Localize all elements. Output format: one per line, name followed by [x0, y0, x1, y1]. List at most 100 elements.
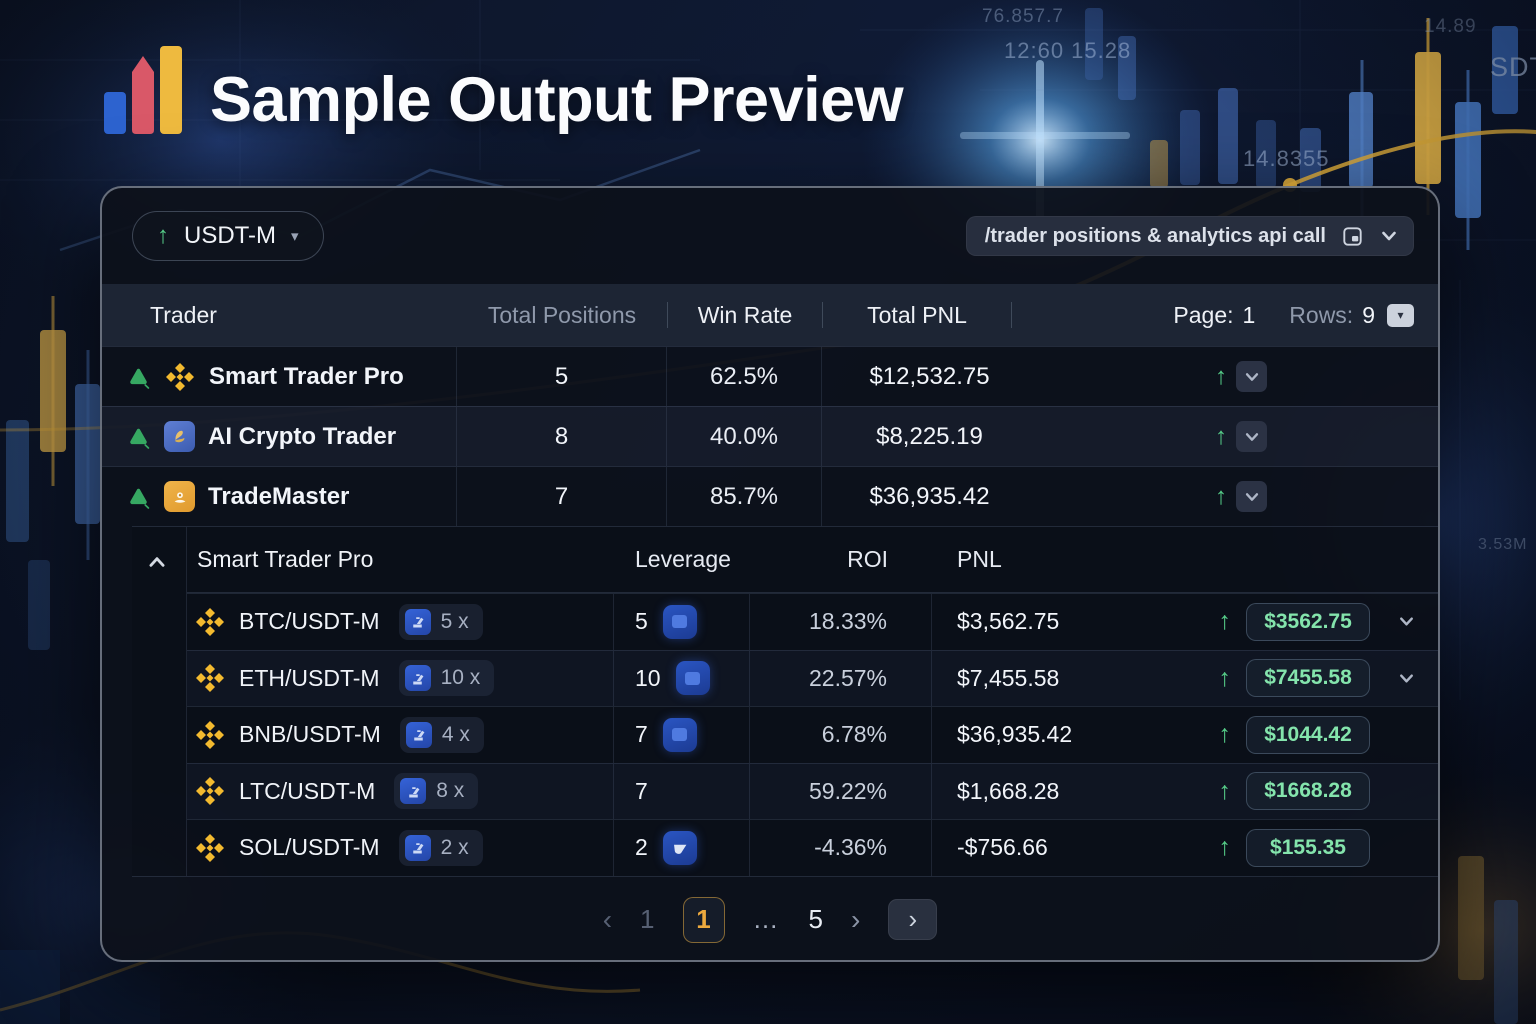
arrow-up-icon: ↑ [157, 222, 169, 249]
traders-table-header: Trader Total Positions Win Rate Total PN… [102, 284, 1438, 346]
pagination-last-page[interactable]: 5 [808, 904, 823, 934]
arrow-up-icon: ↑ [1215, 482, 1227, 510]
leverage-toggle-icon[interactable] [675, 661, 710, 696]
expand-position-button[interactable] [1394, 612, 1418, 631]
trader-row[interactable]: TradeMaster 7 85.7% $36,935.42 ↑ [102, 466, 1438, 526]
bar-chart-logo-icon [104, 46, 182, 134]
pnl-value: $3,562.75 [957, 608, 1060, 635]
pair-name: ETH/USDT-M [239, 664, 380, 691]
pagination-ellipsis: … [752, 904, 781, 934]
leverage-badge: 4 x [399, 716, 484, 753]
leverage-value: 5 [635, 608, 648, 635]
leverage-toggle-icon[interactable] [662, 717, 697, 752]
leverage-icon [404, 834, 431, 861]
expand-position-button[interactable] [1394, 669, 1418, 688]
chevron-down-icon [1243, 488, 1261, 506]
trader-row[interactable]: Smart Trader Pro 5 62.5% $12,532.75 ↑ [102, 346, 1438, 406]
chevron-up-icon [146, 551, 168, 573]
rows-per-page-dropdown[interactable]: ▾ [1387, 303, 1414, 327]
column-header-leverage: Leverage [635, 546, 731, 572]
position-row[interactable]: SOL/USDT-M 2 x 2 -4.36% -$ [187, 819, 1438, 876]
trend-up-icon [126, 364, 151, 389]
leverage-value: 10 [635, 664, 661, 691]
trader-name: AI Crypto Trader [208, 422, 397, 450]
pnl-badge: $3562.75 [1246, 602, 1370, 641]
roi-value: 59.22% [750, 763, 932, 819]
chevron-down-icon [1243, 368, 1261, 386]
pnl-value: -$756.66 [957, 834, 1048, 861]
expand-row-button[interactable] [1236, 361, 1267, 392]
pnl-value: $7,455.58 [957, 664, 1060, 691]
leverage-badge: 8 x [394, 773, 479, 810]
column-header-roi: ROI [847, 546, 888, 572]
pnl-badge: $1668.28 [1246, 772, 1370, 811]
collapse-button[interactable] [146, 551, 168, 578]
chevron-down-icon: ▾ [291, 227, 299, 245]
chevron-down-icon [1379, 226, 1399, 246]
rows-indicator: Rows: 9 [1289, 301, 1375, 328]
triangle-down-icon: ▾ [1397, 308, 1404, 322]
trader-avatar [164, 481, 195, 512]
leverage-badge: 2 x [398, 829, 483, 866]
market-selector-label: USDT-M [184, 222, 276, 249]
analytics-panel: ↑ USDT-M ▾ /trader positions & analytics… [100, 186, 1440, 962]
pnl-badge: $1044.42 [1246, 715, 1370, 754]
leverage-value: 7 [635, 777, 648, 804]
trader-avatar [164, 421, 195, 452]
arrow-up-icon: ↑ [1218, 720, 1232, 749]
arrow-up-icon: ↑ [1218, 663, 1232, 692]
leverage-toggle-icon[interactable] [662, 604, 697, 639]
total-positions-value: 5 [457, 347, 667, 406]
api-call-dropdown[interactable]: /trader positions & analytics api call [965, 216, 1414, 256]
total-pnl-value: $12,532.75 [869, 362, 990, 390]
pnl-badge: $155.35 [1246, 828, 1370, 867]
subtable-gutter [132, 527, 187, 876]
position-row[interactable]: BTC/USDT-M 5 x 5 18.33% $3,562.75 ↑ [187, 593, 1438, 650]
roi-value: 22.57% [750, 650, 932, 706]
leverage-toggle-pennant-icon[interactable] [662, 830, 697, 865]
position-row[interactable]: BNB/USDT-M 4 x 7 6.78% $36,935.42 ↑ [187, 706, 1438, 763]
pagination: ‹ 1 1 … 5 › › [102, 877, 1438, 961]
column-header-total-pnl: Total PNL [867, 301, 967, 328]
pagination-page-dim[interactable]: 1 [640, 904, 655, 934]
pnl-value: $36,935.42 [957, 721, 1073, 748]
pnl-value: $1,668.28 [957, 777, 1060, 804]
leverage-badge: 5 x [398, 603, 483, 640]
leverage-value: 7 [635, 721, 648, 748]
flower-avatar-icon [174, 491, 185, 503]
pagination-current-page[interactable]: 1 [682, 896, 725, 943]
column-header-total-positions: Total Positions [487, 301, 637, 328]
expand-row-button[interactable] [1236, 421, 1267, 452]
column-header-pnl: PNL [957, 546, 1002, 572]
column-header-win-rate: Win Rate [697, 301, 793, 328]
total-pnl-value: $36,935.42 [869, 482, 990, 510]
pennant-icon [669, 837, 691, 859]
robot-avatar-icon [174, 430, 185, 443]
trader-row[interactable]: AI Crypto Trader 8 40.0% $8,225.19 ↑ [102, 406, 1438, 466]
leverage-icon [405, 721, 432, 748]
roi-value: 6.78% [750, 707, 932, 763]
arrow-up-icon: ↑ [1218, 776, 1232, 805]
arrow-up-icon: ↑ [1215, 422, 1227, 450]
pagination-next-button[interactable]: › [888, 899, 938, 940]
position-row[interactable]: ETH/USDT-M 10 x 10 22.57% $7,455.58 ↑ [187, 649, 1438, 706]
expand-row-button[interactable] [1236, 481, 1267, 512]
binance-icon [194, 606, 226, 638]
trend-up-icon [126, 484, 151, 509]
total-positions-value: 7 [457, 467, 667, 526]
total-pnl-value: $8,225.19 [876, 422, 983, 450]
page-indicator: Page: 1 [1173, 301, 1256, 328]
leverage-icon [404, 608, 431, 635]
position-row[interactable]: LTC/USDT-M 8 x 7 59.22% $1,668.28 ↑ $166… [187, 762, 1438, 819]
binance-icon [194, 775, 226, 807]
pagination-next-icon[interactable]: › [850, 903, 861, 935]
binance-icon [194, 662, 226, 694]
pagination-prev-icon[interactable]: ‹ [602, 903, 613, 935]
win-rate-value: 62.5% [667, 347, 822, 406]
market-selector-dropdown[interactable]: ↑ USDT-M ▾ [132, 211, 324, 261]
leverage-badge: 10 x [398, 660, 495, 697]
pair-name: LTC/USDT-M [239, 777, 376, 804]
pair-name: SOL/USDT-M [239, 834, 380, 861]
page-title: Sample Output Preview [210, 65, 904, 135]
pair-name: BNB/USDT-M [239, 721, 381, 748]
